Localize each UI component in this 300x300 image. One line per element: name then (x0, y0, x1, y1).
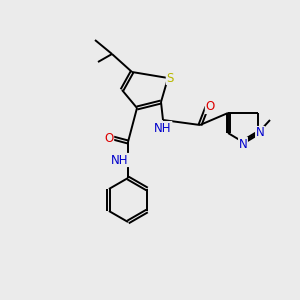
Text: N: N (256, 127, 264, 140)
Text: N: N (238, 137, 247, 151)
Text: S: S (166, 71, 174, 85)
Text: NH: NH (154, 122, 172, 134)
Text: NH: NH (111, 154, 129, 166)
Text: O: O (206, 100, 214, 113)
Text: O: O (104, 131, 114, 145)
